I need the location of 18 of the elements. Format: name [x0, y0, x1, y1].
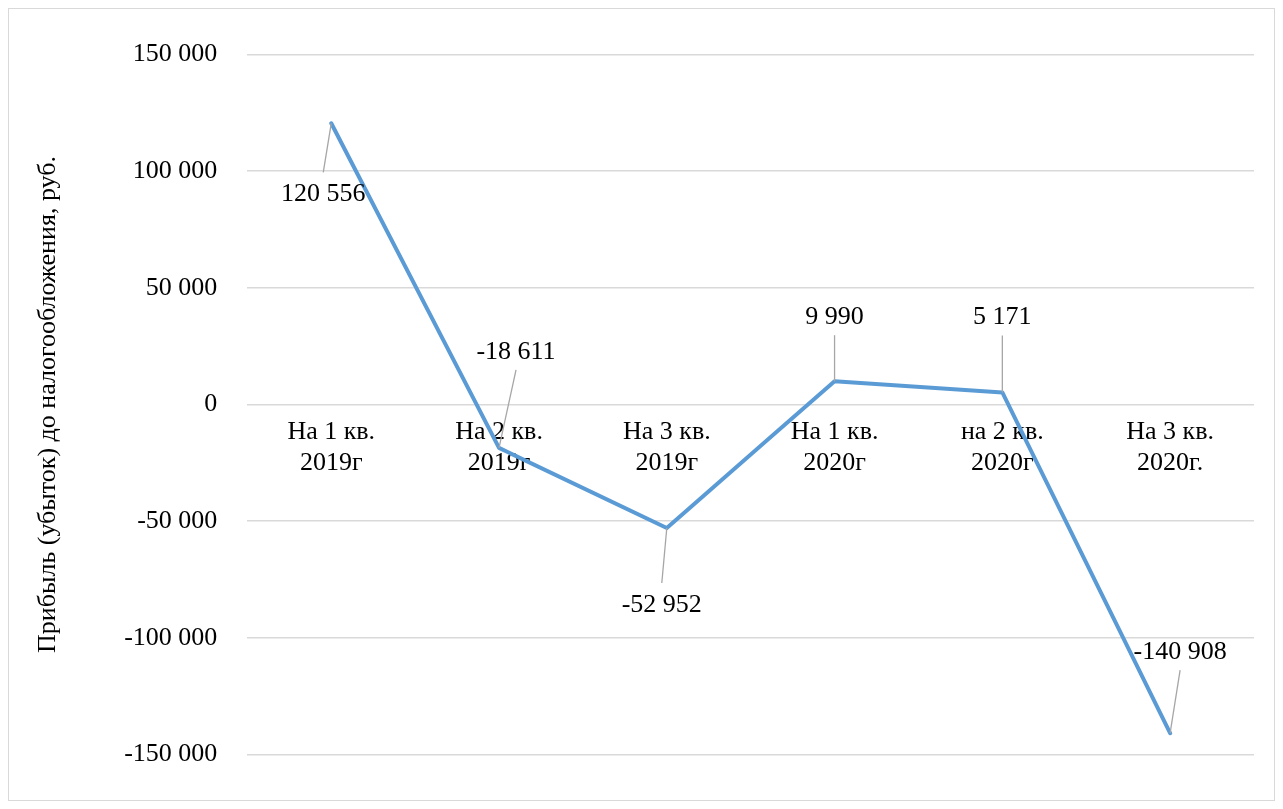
- y-tick-label: 0: [204, 388, 218, 418]
- x-tick-label: На 3 кв. 2020г.: [1126, 415, 1214, 477]
- data-label: -52 952: [621, 588, 702, 618]
- data-label: 9 990: [805, 301, 864, 331]
- x-tick-label: На 1 кв. 2020г: [790, 415, 879, 477]
- y-tick-label: 150 000: [132, 38, 218, 68]
- y-tick-label: -100 000: [124, 621, 218, 651]
- y-tick-label: 100 000: [132, 155, 218, 185]
- x-tick-label: На 3 кв. 2019г: [622, 415, 711, 477]
- data-label: -18 611: [476, 335, 556, 365]
- y-axis-title: Прибыль (убыток) до налогообложения, руб.: [32, 156, 62, 653]
- data-label: 120 556: [281, 178, 366, 208]
- data-label: 5 171: [973, 301, 1032, 331]
- y-tick-label: 50 000: [145, 271, 218, 301]
- data-label: -140 908: [1133, 636, 1227, 666]
- y-tick-label: -50 000: [137, 504, 218, 534]
- x-tick-label: На 1 кв. 2019г: [287, 415, 376, 477]
- y-tick-label: -150 000: [124, 738, 218, 768]
